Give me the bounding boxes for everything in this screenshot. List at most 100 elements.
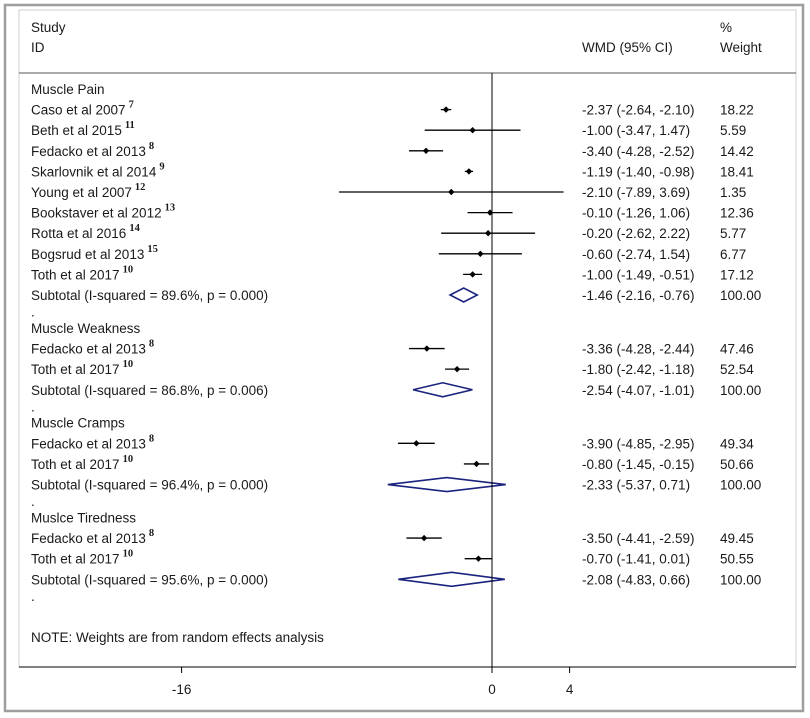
weight-value: 49.34 — [720, 436, 754, 451]
weight-value: 100.00 — [720, 572, 761, 587]
point-estimate — [469, 271, 476, 278]
reference-superscript: 8 — [149, 528, 154, 539]
study-label: Rotta et al 2016 — [31, 226, 126, 241]
group-separator: . — [31, 305, 35, 320]
reference-superscript: 15 — [147, 244, 158, 255]
weight-value: 100.00 — [720, 478, 761, 493]
study-label: Toth et al 2017 — [31, 552, 120, 567]
weight-value: 12.36 — [720, 206, 754, 221]
ci-text: -0.20 (-2.62, 2.22) — [582, 226, 690, 241]
ci-text: -2.08 (-4.83, 0.66) — [582, 572, 690, 587]
subtotal-label: Subtotal (I-squared = 95.6%, p = 0.000) — [31, 572, 268, 587]
pooled-diamond — [387, 476, 506, 493]
reference-superscript: 7 — [129, 100, 134, 111]
weight-value: 50.66 — [720, 457, 754, 472]
weight-value: 100.00 — [720, 288, 761, 303]
ci-text: -2.37 (-2.64, -2.10) — [582, 103, 695, 118]
pooled-diamond — [448, 287, 480, 303]
reference-superscript: 14 — [129, 223, 140, 234]
weight-value: 14.42 — [720, 144, 754, 159]
group-separator: . — [31, 589, 35, 604]
group-separator: . — [31, 399, 35, 414]
reference-superscript: 12 — [135, 182, 146, 193]
weight-value: 50.55 — [720, 552, 754, 567]
study-label: Skarlovnik et al 2014 — [31, 164, 157, 179]
reference-superscript: 8 — [149, 141, 154, 152]
ci-text: -0.70 (-1.41, 0.01) — [582, 552, 690, 567]
study-label: Young et al 2007 — [31, 185, 132, 200]
point-estimate — [413, 440, 420, 447]
point-estimate — [420, 534, 428, 542]
x-tick-label: -16 — [172, 682, 192, 697]
header-weight: Weight — [720, 40, 762, 55]
ci-text: -3.90 (-4.85, -2.95) — [582, 436, 695, 451]
study-label: Fedacko et al 2013 — [31, 342, 146, 357]
weight-value: 6.77 — [720, 247, 746, 262]
weight-value: 52.54 — [720, 362, 754, 377]
study-label: Caso et al 2007 — [31, 103, 126, 118]
reference-superscript: 10 — [123, 454, 134, 465]
point-estimate — [477, 250, 484, 257]
reference-superscript: 8 — [149, 433, 154, 444]
weights-note: NOTE: Weights are from random effects an… — [31, 630, 324, 645]
ci-text: -1.00 (-1.49, -0.51) — [582, 267, 695, 282]
weight-value: 5.59 — [720, 123, 746, 138]
study-label: Fedacko et al 2013 — [31, 436, 146, 451]
point-estimate — [475, 555, 482, 562]
point-estimate — [442, 106, 450, 113]
reference-superscript: 9 — [159, 161, 164, 172]
ci-text: -2.33 (-5.37, 0.71) — [582, 478, 690, 493]
point-estimate — [473, 460, 480, 468]
group-heading: Muscle Pain — [31, 82, 105, 97]
subtotal-label: Subtotal (I-squared = 89.6%, p = 0.000) — [31, 288, 268, 303]
point-estimate — [465, 168, 473, 175]
weight-value: 17.12 — [720, 267, 754, 282]
header-id: ID — [31, 40, 45, 55]
weight-value: 100.00 — [720, 383, 761, 398]
reference-superscript: 13 — [165, 203, 176, 214]
ci-text: -0.60 (-2.74, 1.54) — [582, 247, 690, 262]
ci-text: -1.00 (-3.47, 1.47) — [582, 123, 690, 138]
header: Study ID WMD (95% CI) % Weight — [31, 20, 762, 55]
group-heading: Muscle Weakness — [31, 321, 141, 336]
group-heading: Muslce Tiredness — [31, 510, 136, 525]
ci-text: -2.10 (-7.89, 3.69) — [582, 185, 690, 200]
study-label: Toth et al 2017 — [31, 457, 120, 472]
ci-text: -0.80 (-1.45, -0.15) — [582, 457, 695, 472]
pooled-diamond — [398, 571, 505, 588]
header-study: Study — [31, 20, 66, 35]
point-estimate — [469, 127, 476, 134]
weight-value: 5.77 — [720, 226, 746, 241]
reference-superscript: 10 — [123, 549, 134, 560]
point-estimate — [448, 188, 455, 196]
ci-text: -1.19 (-1.40, -0.98) — [582, 164, 695, 179]
subtotal-label: Subtotal (I-squared = 86.8%, p = 0.006) — [31, 383, 268, 398]
subtotal-label: Subtotal (I-squared = 96.4%, p = 0.000) — [31, 478, 268, 493]
ci-text: -1.80 (-2.42, -1.18) — [582, 362, 695, 377]
study-label: Beth et al 2015 — [31, 123, 122, 138]
reference-superscript: 10 — [123, 359, 134, 370]
x-tick-label: 0 — [488, 682, 496, 697]
header-effect: WMD (95% CI) — [582, 40, 673, 55]
weight-value: 18.22 — [720, 103, 754, 118]
point-estimate — [422, 147, 430, 154]
group-heading: Muscle Cramps — [31, 416, 125, 431]
weight-value: 18.41 — [720, 164, 754, 179]
point-estimate — [423, 345, 431, 352]
study-label: Fedacko et al 2013 — [31, 144, 146, 159]
header-percent: % — [720, 20, 732, 35]
outer-frame — [3, 3, 805, 713]
ci-text: -3.50 (-4.41, -2.59) — [582, 531, 695, 546]
point-estimate — [484, 230, 492, 237]
x-axis: -16 0 4 — [19, 666, 796, 697]
x-tick-label: 4 — [566, 682, 574, 697]
study-label: Bogsrud et al 2013 — [31, 247, 144, 262]
study-label: Toth et al 2017 — [31, 362, 120, 377]
weight-value: 49.45 — [720, 531, 754, 546]
ci-text: -3.36 (-4.28, -2.44) — [582, 342, 695, 357]
ci-text: -0.10 (-1.26, 1.06) — [582, 206, 690, 221]
study-label: Fedacko et al 2013 — [31, 531, 146, 546]
pooled-diamond — [412, 381, 473, 398]
